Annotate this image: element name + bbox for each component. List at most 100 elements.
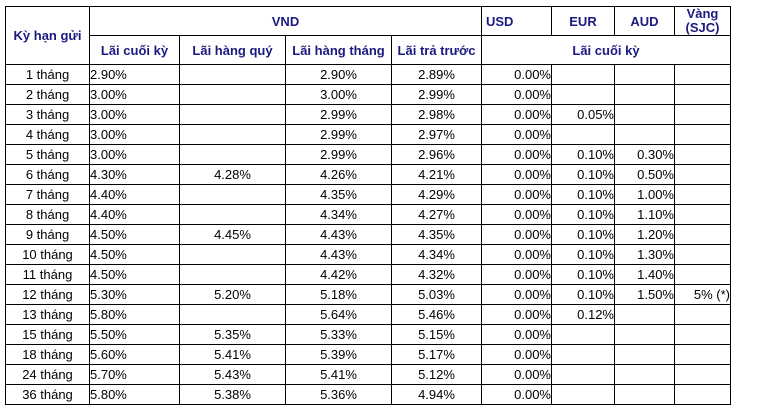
usd-cell: 0.00%	[481, 164, 552, 185]
table-row: 10 tháng 4.50% 4.43% 4.34% 0.00% 0.10% 1.30%	[5, 244, 731, 265]
vnd-end-cell: 3.00%	[89, 84, 180, 105]
usd-cell: 0.00%	[481, 284, 552, 305]
aud-cell: 0.50%	[614, 164, 675, 185]
vnd-end-cell: 5.30%	[89, 284, 180, 305]
usd-cell: 0.00%	[481, 384, 552, 405]
aud-cell	[614, 124, 675, 145]
gold-cell	[674, 184, 731, 205]
gold-cell	[674, 104, 731, 125]
table-row: 36 tháng 5.80% 5.38% 5.36% 4.94% 0.00%	[5, 384, 731, 405]
eur-cell: 0.12%	[551, 304, 615, 325]
vnd-monthly-cell: 4.43%	[285, 224, 392, 245]
term-cell: 12 tháng	[5, 284, 90, 305]
vnd-monthly-cell: 2.99%	[285, 124, 392, 145]
vnd-prepaid-cell: 2.99%	[391, 84, 482, 105]
vnd-end-cell: 3.00%	[89, 144, 180, 165]
vnd-prepaid-cell: 2.97%	[391, 124, 482, 145]
term-cell: 11 tháng	[5, 264, 90, 285]
table-row: 5 tháng 3.00% 2.99% 2.96% 0.00% 0.10% 0.30%	[5, 144, 731, 165]
vnd-quarterly-cell	[179, 84, 286, 105]
aud-cell	[614, 384, 675, 405]
vnd-end-cell: 4.40%	[89, 184, 180, 205]
aud-cell: 1.40%	[614, 264, 675, 285]
vnd-prepaid-cell: 4.35%	[391, 224, 482, 245]
vnd-quarterly-cell	[179, 64, 286, 85]
vnd-prepaid-cell: 4.27%	[391, 204, 482, 225]
vnd-prepaid-cell: 5.17%	[391, 344, 482, 365]
table-row: 11 tháng 4.50% 4.42% 4.32% 0.00% 0.10% 1.40%	[5, 264, 731, 285]
usd-cell: 0.00%	[481, 344, 552, 365]
usd-cell: 0.00%	[481, 264, 552, 285]
vnd-monthly-cell: 5.41%	[285, 364, 392, 385]
vnd-end-cell: 3.00%	[89, 124, 180, 145]
header-gold-line1: Vàng	[686, 6, 719, 21]
eur-cell: 0.10%	[551, 264, 615, 285]
vnd-end-cell: 4.40%	[89, 204, 180, 225]
term-cell: 5 tháng	[5, 144, 90, 165]
eur-cell	[551, 124, 615, 145]
vnd-end-cell: 5.50%	[89, 324, 180, 345]
table-row: 3 tháng 3.00% 2.99% 2.98% 0.00% 0.05%	[5, 104, 731, 125]
vnd-quarterly-cell: 5.20%	[179, 284, 286, 305]
vnd-monthly-cell: 4.26%	[285, 164, 392, 185]
term-cell: 7 tháng	[5, 184, 90, 205]
eur-cell	[551, 324, 615, 345]
gold-cell	[674, 344, 731, 365]
vnd-quarterly-cell	[179, 244, 286, 265]
gold-cell	[674, 164, 731, 185]
aud-cell	[614, 324, 675, 345]
vnd-end-cell: 4.50%	[89, 244, 180, 265]
term-cell: 4 tháng	[5, 124, 90, 145]
vnd-quarterly-cell	[179, 264, 286, 285]
gold-cell	[674, 124, 731, 145]
header-foreign-end: Lãi cuối kỳ	[481, 35, 731, 65]
usd-cell: 0.00%	[481, 184, 552, 205]
eur-cell	[551, 364, 615, 385]
eur-cell: 0.10%	[551, 184, 615, 205]
eur-cell: 0.10%	[551, 284, 615, 305]
eur-cell	[551, 384, 615, 405]
gold-cell	[674, 244, 731, 265]
term-cell: 8 tháng	[5, 204, 90, 225]
vnd-monthly-cell: 5.18%	[285, 284, 392, 305]
term-cell: 10 tháng	[5, 244, 90, 265]
vnd-monthly-cell: 4.43%	[285, 244, 392, 265]
term-cell: 3 tháng	[5, 104, 90, 125]
usd-cell: 0.00%	[481, 64, 552, 85]
vnd-quarterly-cell: 5.41%	[179, 344, 286, 365]
aud-cell: 1.20%	[614, 224, 675, 245]
eur-cell: 0.10%	[551, 224, 615, 245]
table-row: 12 tháng 5.30% 5.20% 5.18% 5.03% 0.00% 0.10% 1.…	[5, 284, 731, 305]
aud-cell	[614, 344, 675, 365]
aud-cell	[614, 104, 675, 125]
vnd-monthly-cell: 5.39%	[285, 344, 392, 365]
usd-cell: 0.00%	[481, 124, 552, 145]
vnd-prepaid-cell: 4.29%	[391, 184, 482, 205]
aud-cell: 1.10%	[614, 204, 675, 225]
vnd-prepaid-cell: 2.89%	[391, 64, 482, 85]
term-cell: 24 tháng	[5, 364, 90, 385]
vnd-prepaid-cell: 2.96%	[391, 144, 482, 165]
vnd-end-cell: 5.80%	[89, 304, 180, 325]
vnd-monthly-cell: 5.64%	[285, 304, 392, 325]
gold-cell	[674, 324, 731, 345]
gold-cell	[674, 224, 731, 245]
vnd-monthly-cell: 2.99%	[285, 144, 392, 165]
usd-cell: 0.00%	[481, 324, 552, 345]
gold-cell	[674, 84, 731, 105]
vnd-quarterly-cell	[179, 104, 286, 125]
vnd-end-cell: 3.00%	[89, 104, 180, 125]
aud-cell: 1.00%	[614, 184, 675, 205]
vnd-monthly-cell: 2.99%	[285, 104, 392, 125]
vnd-monthly-cell: 3.00%	[285, 84, 392, 105]
aud-cell: 1.50%	[614, 284, 675, 305]
table-row: 9 tháng 4.50% 4.45% 4.43% 4.35% 0.00% 0.10% 1.2…	[5, 224, 731, 245]
header-eur: EUR	[551, 6, 615, 36]
vnd-prepaid-cell: 5.46%	[391, 304, 482, 325]
term-cell: 15 tháng	[5, 324, 90, 345]
vnd-quarterly-cell: 5.38%	[179, 384, 286, 405]
usd-cell: 0.00%	[481, 84, 552, 105]
header-vnd-end: Lãi cuối kỳ	[89, 35, 180, 65]
usd-cell: 0.00%	[481, 104, 552, 125]
term-cell: 13 tháng	[5, 304, 90, 325]
